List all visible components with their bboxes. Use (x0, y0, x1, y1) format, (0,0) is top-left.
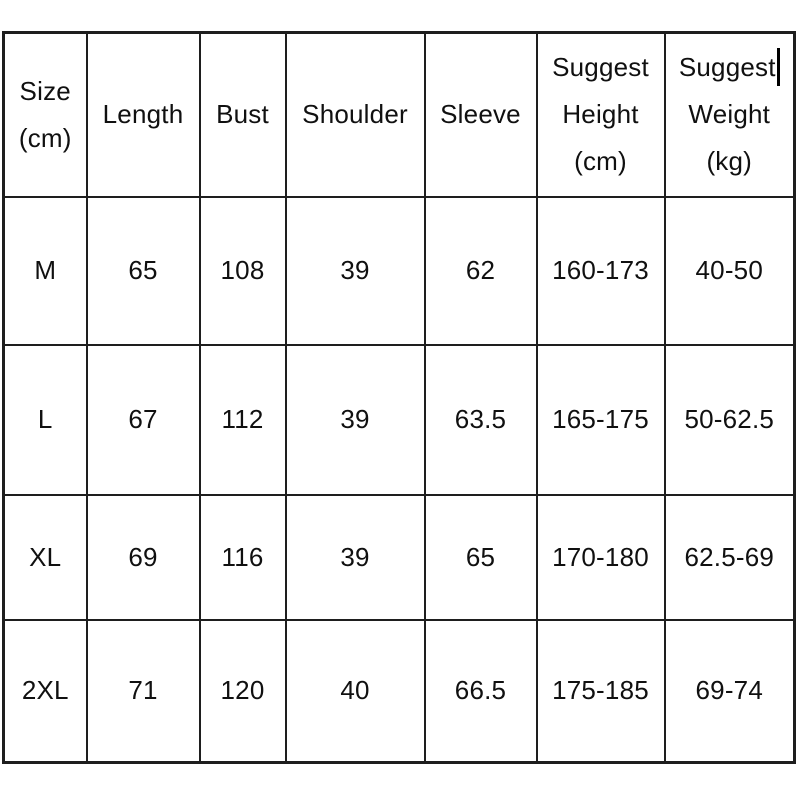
cell-suggest-weight: 69-74 (663, 618, 796, 764)
header-line: Sleeve (440, 99, 521, 130)
cell-bust: 120 (198, 618, 287, 764)
header-line: Suggest (552, 52, 649, 83)
row-xl: XL 69 116 39 65 170-180 62.5-69 (2, 493, 796, 621)
header-line: Length (102, 99, 184, 130)
cell-sleeve: 65 (423, 493, 538, 621)
row-m: M 65 108 39 62 160-173 40-50 (2, 195, 796, 346)
text-cursor (776, 48, 780, 87)
header-line: Bust (216, 99, 269, 130)
header-line: Weight (688, 99, 771, 130)
size-chart-table: Size (cm) Length Bust Shoulder Sleeve Su… (2, 31, 796, 764)
cell-suggest-height: 175-185 (535, 618, 666, 764)
column-header-length: Length (85, 31, 201, 198)
cell-suggest-height: 165-175 (535, 343, 666, 496)
header-row: Size (cm) Length Bust Shoulder Sleeve Su… (2, 31, 796, 198)
cell-shoulder: 39 (284, 493, 426, 621)
header-line: Size (19, 75, 71, 106)
header-line: (cm) (574, 146, 627, 177)
cell-suggest-weight: 40-50 (663, 195, 796, 346)
cell-size: XL (2, 493, 88, 621)
cell-sleeve: 62 (423, 195, 538, 346)
cell-size: M (2, 195, 88, 346)
cell-size: L (2, 343, 88, 496)
cell-suggest-weight: 62.5-69 (663, 493, 796, 621)
cell-length: 69 (85, 493, 201, 621)
column-header-sleeve: Sleeve (423, 31, 538, 198)
cell-bust: 108 (198, 195, 287, 346)
cell-suggest-height: 160-173 (535, 195, 666, 346)
cell-shoulder: 39 (284, 195, 426, 346)
cell-shoulder: 40 (284, 618, 426, 764)
column-header-bust: Bust (198, 31, 287, 198)
cell-bust: 112 (198, 343, 287, 496)
header-line: Shoulder (302, 99, 408, 130)
cell-length: 67 (85, 343, 201, 496)
row-2xl: 2XL 71 120 40 66.5 175-185 69-74 (2, 618, 796, 764)
header-line: (cm) (18, 122, 72, 153)
header-line: (kg) (706, 146, 753, 177)
header-line-text: Suggest (678, 52, 776, 83)
column-header-shoulder: Shoulder (284, 31, 426, 198)
cell-bust: 116 (198, 493, 287, 621)
column-header-size: Size (cm) (2, 31, 88, 198)
cell-sleeve: 63.5 (423, 343, 538, 496)
cell-shoulder: 39 (284, 343, 426, 496)
row-l: L 67 112 39 63.5 165-175 50-62.5 (2, 343, 796, 496)
column-header-suggest-height: Suggest Height (cm) (535, 31, 666, 198)
cell-size: 2XL (2, 618, 88, 764)
header-line: Height (562, 99, 639, 130)
header-line: Suggest (666, 44, 794, 91)
cell-length: 71 (85, 618, 201, 764)
cell-suggest-height: 170-180 (535, 493, 666, 621)
cell-length: 65 (85, 195, 201, 346)
cell-sleeve: 66.5 (423, 618, 538, 764)
cell-suggest-weight: 50-62.5 (663, 343, 796, 496)
column-header-suggest-weight: Suggest Weight (kg) (663, 31, 796, 198)
